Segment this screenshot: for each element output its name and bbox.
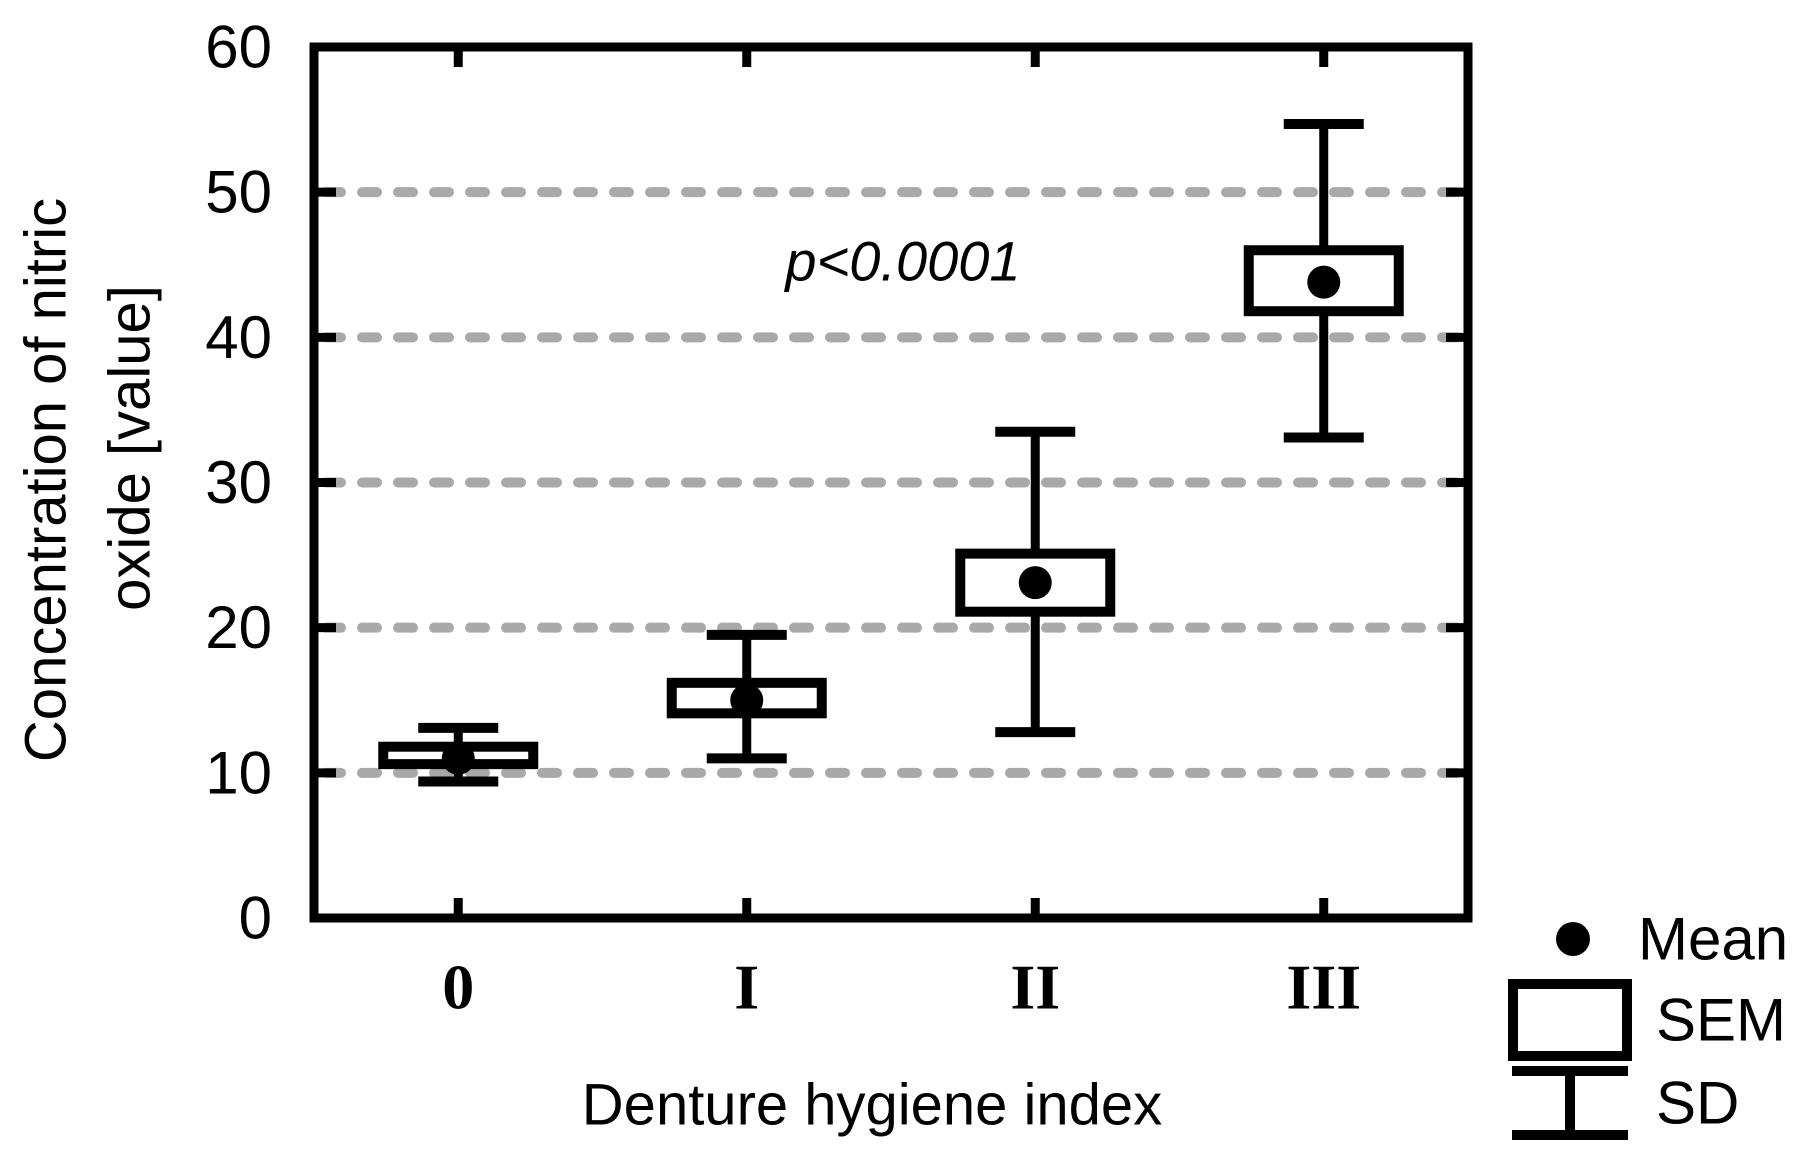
y-axis-label-line2: oxide [value] (98, 285, 163, 611)
x-axis-label: Denture hygiene index (582, 1073, 1162, 1138)
y-axis-label-line1: Concentration of nitric (14, 198, 79, 762)
legend-sd-whisker-icon (1512, 1066, 1628, 1140)
y-tick-label: 40 (205, 304, 272, 371)
mean-dot (1307, 265, 1341, 299)
mean-dot (1018, 566, 1052, 600)
y-tick-label: 0 (239, 885, 272, 952)
x-tick-label: III (1286, 952, 1361, 1023)
x-tick-label: I (734, 952, 759, 1023)
y-tick-label: 60 (205, 14, 272, 81)
legend-sd-label: SD (1656, 1070, 1739, 1137)
legend-sem-box-icon (1508, 979, 1632, 1061)
mean-dot (441, 741, 475, 775)
legend: Mean SEM SD (1508, 906, 1788, 1140)
x-tick-label: II (1010, 952, 1060, 1023)
y-tick-label: 30 (205, 449, 272, 516)
legend-sem-label: SEM (1656, 987, 1786, 1054)
mean-dot (730, 683, 764, 717)
p-value-annotation: p<0.0001 (783, 230, 1020, 293)
x-tick-label: 0 (442, 952, 474, 1023)
y-tick-label: 50 (205, 159, 272, 226)
y-tick-label: 20 (205, 594, 272, 661)
legend-mean-dot-icon (1556, 922, 1590, 956)
legend-mean-label: Mean (1638, 906, 1788, 973)
y-tick-label: 10 (205, 739, 272, 806)
